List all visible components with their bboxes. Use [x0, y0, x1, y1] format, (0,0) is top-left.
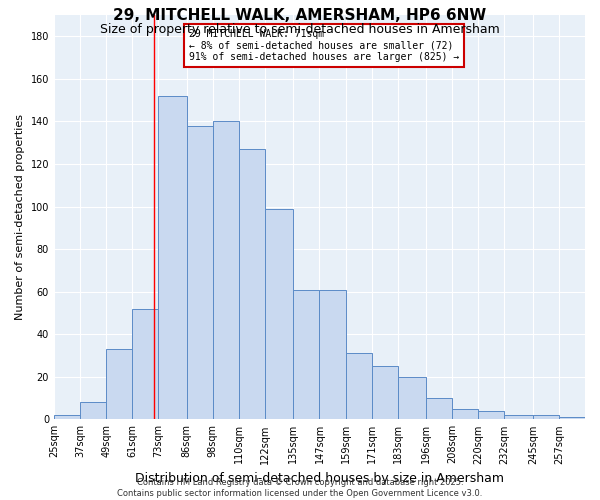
Bar	[132, 308, 158, 420]
Bar	[371, 366, 398, 420]
Bar	[533, 415, 559, 420]
X-axis label: Distribution of semi-detached houses by size in Amersham: Distribution of semi-detached houses by …	[135, 472, 504, 485]
Bar	[346, 354, 371, 420]
Bar	[426, 398, 452, 419]
Bar	[265, 208, 293, 420]
Text: Size of property relative to semi-detached houses in Amersham: Size of property relative to semi-detach…	[100, 22, 500, 36]
Y-axis label: Number of semi-detached properties: Number of semi-detached properties	[15, 114, 25, 320]
Bar	[106, 349, 132, 420]
Bar	[213, 122, 239, 420]
Bar	[478, 411, 505, 420]
Bar	[505, 415, 533, 420]
Bar	[319, 290, 346, 420]
Bar	[239, 149, 265, 419]
Bar	[452, 408, 478, 420]
Bar	[398, 376, 426, 420]
Text: 29 MITCHELL WALK: 71sqm
← 8% of semi-detached houses are smaller (72)
91% of sem: 29 MITCHELL WALK: 71sqm ← 8% of semi-det…	[190, 29, 460, 62]
Bar	[80, 402, 106, 419]
Bar	[158, 96, 187, 420]
Text: Contains HM Land Registry data © Crown copyright and database right 2025.
Contai: Contains HM Land Registry data © Crown c…	[118, 478, 482, 498]
Text: 29, MITCHELL WALK, AMERSHAM, HP6 6NW: 29, MITCHELL WALK, AMERSHAM, HP6 6NW	[113, 8, 487, 22]
Bar	[293, 290, 319, 420]
Bar	[559, 417, 585, 420]
Bar	[187, 126, 213, 420]
Bar	[54, 415, 80, 420]
